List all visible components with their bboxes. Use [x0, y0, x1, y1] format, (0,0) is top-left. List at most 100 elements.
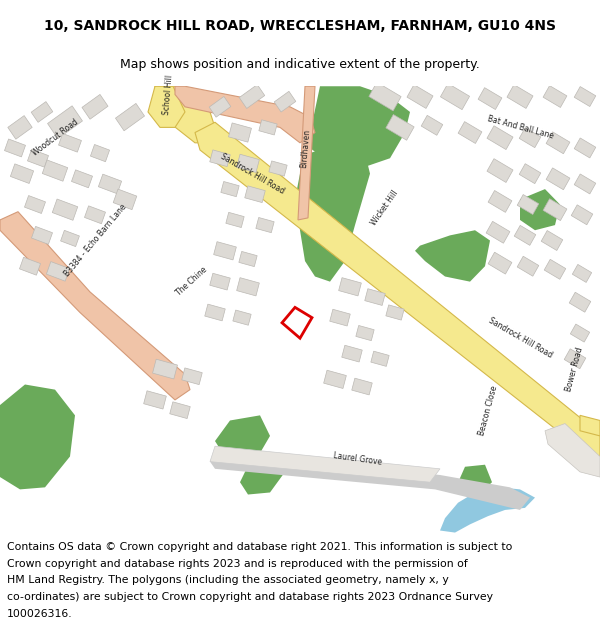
- Polygon shape: [221, 181, 239, 197]
- Polygon shape: [517, 194, 539, 214]
- Text: Contains OS data © Crown copyright and database right 2021. This information is : Contains OS data © Crown copyright and d…: [7, 542, 512, 552]
- Polygon shape: [113, 189, 137, 209]
- Polygon shape: [226, 213, 244, 228]
- Polygon shape: [487, 159, 513, 182]
- Polygon shape: [10, 164, 34, 184]
- Polygon shape: [245, 186, 265, 202]
- Polygon shape: [256, 217, 274, 232]
- Polygon shape: [52, 199, 78, 220]
- Polygon shape: [98, 174, 122, 194]
- Polygon shape: [214, 242, 236, 260]
- Polygon shape: [210, 446, 440, 483]
- Polygon shape: [28, 149, 49, 168]
- Polygon shape: [574, 174, 596, 194]
- Polygon shape: [571, 205, 593, 225]
- Polygon shape: [338, 278, 361, 296]
- Polygon shape: [229, 123, 251, 142]
- Text: The Chine: The Chine: [175, 266, 209, 298]
- Polygon shape: [210, 273, 230, 290]
- Polygon shape: [543, 199, 567, 221]
- Polygon shape: [541, 231, 563, 251]
- Polygon shape: [233, 310, 251, 325]
- Polygon shape: [115, 103, 145, 131]
- Polygon shape: [170, 402, 190, 419]
- Polygon shape: [342, 345, 362, 362]
- Polygon shape: [545, 424, 600, 477]
- Polygon shape: [386, 305, 404, 320]
- Polygon shape: [71, 170, 92, 187]
- Polygon shape: [295, 143, 370, 282]
- Text: co-ordinates) are subject to Crown copyright and database rights 2023 Ordnance S: co-ordinates) are subject to Crown copyr…: [7, 592, 493, 602]
- Text: Crown copyright and database rights 2023 and is reproduced with the permission o: Crown copyright and database rights 2023…: [7, 559, 468, 569]
- Text: Beacon Close: Beacon Close: [477, 384, 499, 436]
- Polygon shape: [352, 378, 372, 395]
- Polygon shape: [236, 278, 259, 296]
- Polygon shape: [25, 196, 46, 214]
- Polygon shape: [42, 160, 68, 181]
- Polygon shape: [365, 289, 385, 306]
- Text: Bower Road: Bower Road: [564, 346, 584, 392]
- Polygon shape: [19, 258, 41, 275]
- Polygon shape: [91, 144, 110, 162]
- Polygon shape: [0, 212, 190, 400]
- Polygon shape: [195, 122, 600, 456]
- Polygon shape: [4, 139, 26, 157]
- Polygon shape: [520, 189, 560, 230]
- Text: Wicket Hill: Wicket Hill: [370, 188, 400, 227]
- Polygon shape: [487, 126, 513, 149]
- Polygon shape: [46, 262, 70, 281]
- Polygon shape: [478, 88, 502, 109]
- Polygon shape: [31, 102, 53, 122]
- Polygon shape: [580, 416, 600, 436]
- Polygon shape: [544, 259, 566, 279]
- Polygon shape: [386, 114, 414, 140]
- Polygon shape: [323, 370, 346, 389]
- Text: Sandrock Hill Road: Sandrock Hill Road: [487, 316, 553, 360]
- Text: Bat And Ball Lane: Bat And Ball Lane: [486, 114, 554, 141]
- Text: Sandrock Hill Road: Sandrock Hill Road: [218, 152, 286, 196]
- Polygon shape: [356, 326, 374, 341]
- Text: Birdhaven: Birdhaven: [299, 128, 311, 168]
- Polygon shape: [143, 391, 166, 409]
- Polygon shape: [546, 168, 570, 190]
- Polygon shape: [215, 416, 270, 465]
- Polygon shape: [486, 221, 510, 243]
- Polygon shape: [236, 154, 259, 173]
- Polygon shape: [574, 86, 596, 106]
- Polygon shape: [0, 384, 75, 489]
- Text: 100026316.: 100026316.: [7, 609, 73, 619]
- Text: Laurel Grove: Laurel Grove: [333, 451, 383, 466]
- Text: 10, SANDROCK HILL ROAD, WRECCLESHAM, FARNHAM, GU10 4NS: 10, SANDROCK HILL ROAD, WRECCLESHAM, FAR…: [44, 19, 556, 33]
- Text: Map shows position and indicative extent of the property.: Map shows position and indicative extent…: [120, 58, 480, 71]
- Polygon shape: [239, 84, 265, 109]
- Polygon shape: [59, 134, 82, 152]
- Polygon shape: [514, 226, 536, 246]
- Text: HM Land Registry. The polygons (including the associated geometry, namely x, y: HM Land Registry. The polygons (includin…: [7, 576, 449, 586]
- Polygon shape: [571, 324, 590, 342]
- Polygon shape: [564, 349, 586, 369]
- Polygon shape: [239, 251, 257, 267]
- Polygon shape: [182, 368, 202, 384]
- Polygon shape: [519, 127, 541, 148]
- Polygon shape: [308, 86, 410, 169]
- Polygon shape: [507, 84, 533, 108]
- Polygon shape: [455, 465, 492, 496]
- Polygon shape: [240, 456, 285, 494]
- Polygon shape: [259, 120, 277, 135]
- Polygon shape: [440, 83, 470, 109]
- Polygon shape: [85, 206, 106, 224]
- Polygon shape: [61, 231, 79, 247]
- Polygon shape: [298, 86, 315, 220]
- Polygon shape: [47, 106, 82, 139]
- Text: B3384 - Echo Barn Lane: B3384 - Echo Barn Lane: [62, 202, 128, 279]
- Polygon shape: [330, 309, 350, 326]
- Polygon shape: [274, 91, 296, 112]
- Polygon shape: [569, 292, 591, 312]
- Polygon shape: [155, 86, 215, 143]
- Polygon shape: [574, 138, 596, 158]
- Polygon shape: [440, 488, 535, 532]
- Polygon shape: [31, 226, 53, 244]
- Polygon shape: [488, 191, 512, 213]
- Polygon shape: [152, 359, 178, 379]
- Polygon shape: [543, 86, 567, 107]
